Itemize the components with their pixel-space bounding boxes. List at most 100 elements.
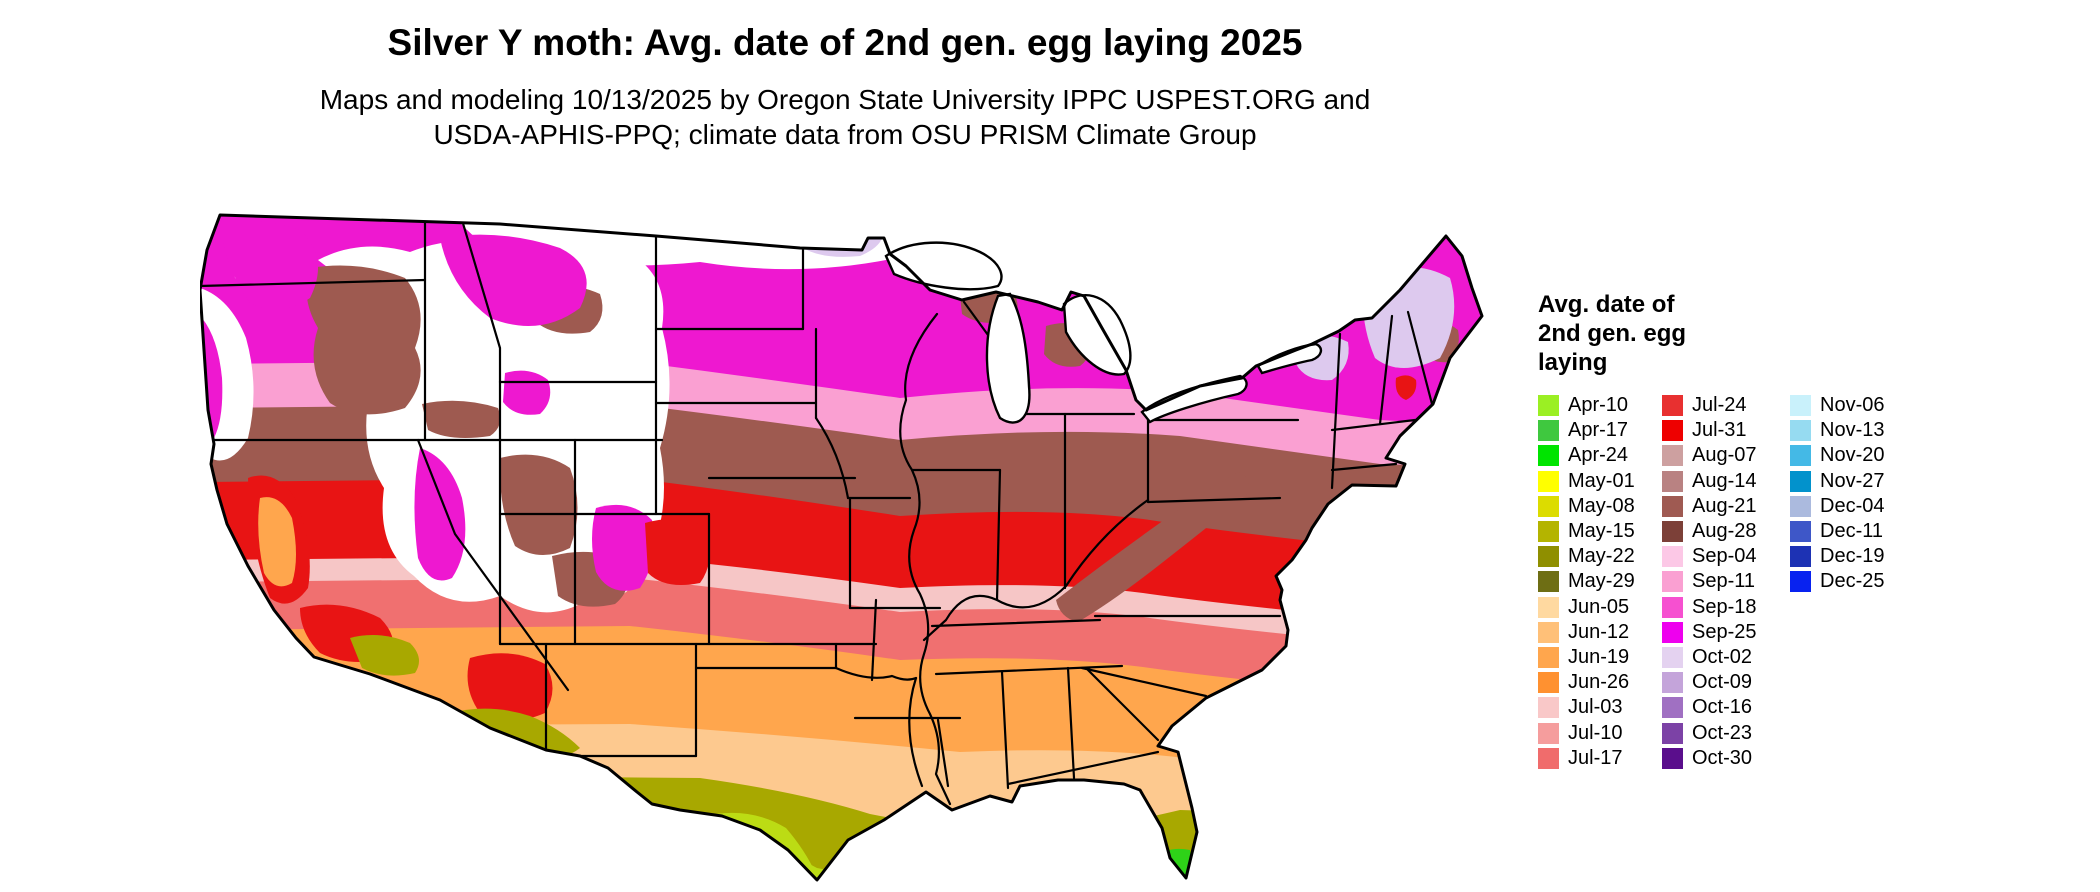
sierra-magenta	[414, 448, 466, 581]
lake-michigan	[985, 292, 1031, 424]
legend-entry: Nov-27	[1790, 469, 1884, 494]
us-map	[200, 168, 1490, 884]
map-subtitle: Maps and modeling 10/13/2025 by Oregon S…	[0, 82, 1690, 152]
legend-entry-label: Dec-25	[1820, 570, 1885, 593]
legend-swatch	[1662, 596, 1683, 618]
legend-entry: Dec-11	[1790, 519, 1884, 544]
legend-swatch	[1662, 420, 1683, 442]
legend-entry-label: Aug-14	[1692, 469, 1757, 492]
legend-swatch	[1662, 470, 1683, 492]
legend-entry-label: Sep-04	[1692, 545, 1757, 568]
legend-swatch	[1790, 495, 1811, 517]
legend-entry: Oct-30	[1662, 746, 1757, 771]
legend-entry-label: Nov-20	[1820, 444, 1885, 467]
legend-entry-label: Jun-05	[1568, 595, 1630, 618]
legend-swatch	[1662, 621, 1683, 643]
legend-swatch	[1662, 521, 1683, 543]
legend-swatch	[1662, 747, 1683, 769]
ca-valley-orange-core	[258, 497, 296, 587]
legend-swatch	[1538, 697, 1559, 719]
legend-swatch	[1538, 420, 1559, 442]
legend-entry: Jun-26	[1538, 670, 1635, 695]
legend-entry: Apr-10	[1538, 393, 1635, 418]
legend-swatch	[1538, 571, 1559, 593]
legend-swatch	[1662, 672, 1683, 694]
legend-entry-label: May-15	[1568, 520, 1635, 543]
nm-plains-red	[645, 519, 711, 586]
legend-entry-label: Jun-26	[1568, 671, 1630, 694]
legend-entry-label: Apr-10	[1568, 394, 1629, 417]
legend-title-line-1: Avg. date of	[1538, 291, 1675, 318]
state-borders	[200, 215, 1434, 806]
legend-entry: Oct-02	[1662, 645, 1757, 670]
legend-entry-label: Jul-10	[1568, 721, 1623, 744]
legend-entry-label: Jul-17	[1568, 746, 1623, 769]
legend-entry-label: Aug-28	[1692, 520, 1757, 543]
page-title: Silver Y moth: Avg. date of 2nd gen. egg…	[387, 22, 1303, 63]
legend-entry: Oct-23	[1662, 720, 1757, 745]
legend-swatch	[1538, 596, 1559, 618]
legend-swatch	[1662, 571, 1683, 593]
legend-entry: Sep-18	[1662, 595, 1757, 620]
legend-entry: May-22	[1538, 544, 1635, 569]
legend-entry-label: May-08	[1568, 494, 1635, 517]
legend-entry: Aug-14	[1662, 469, 1757, 494]
subtitle-line-2: USDA-APHIS-PPQ; climate data from OSU PR…	[433, 119, 1257, 150]
legend-entry-label: Dec-19	[1820, 545, 1885, 568]
legend-swatch	[1538, 395, 1559, 417]
legend-entry-label: Sep-25	[1692, 620, 1757, 643]
id-brown-patch	[422, 400, 501, 438]
yellowstone-magenta	[503, 370, 551, 415]
legend-column-2: Jul-24 Jul-31 Aug-07 Aug-14 Aug-21 Aug-28 Sep-…	[1662, 393, 1757, 771]
us-outline	[200, 213, 1484, 882]
legend-swatch	[1662, 395, 1683, 417]
legend-swatch	[1538, 646, 1559, 668]
legend-entry: Jul-10	[1538, 720, 1635, 745]
legend-swatch	[1662, 445, 1683, 467]
legend-swatch	[1538, 470, 1559, 492]
legend-entry: Jul-17	[1538, 746, 1635, 771]
ewa-brown-patch	[306, 265, 421, 415]
legend-entry-label: Jul-31	[1692, 419, 1747, 442]
legend-swatch	[1790, 546, 1811, 568]
lake-huron	[1062, 294, 1132, 376]
legend-entry: Sep-11	[1662, 569, 1757, 594]
legend-swatch	[1662, 697, 1683, 719]
legend-column-3: Nov-06 Nov-13 Nov-20 Nov-27 Dec-04 Dec-11 Dec-…	[1790, 393, 1884, 595]
legend-swatch	[1662, 495, 1683, 517]
map-color-regions	[200, 215, 1482, 880]
legend-entry-label: Apr-17	[1568, 419, 1629, 442]
lake-erie	[1140, 374, 1248, 424]
legend-entry: Jun-12	[1538, 620, 1635, 645]
legend-entry: May-01	[1538, 469, 1635, 494]
legend-entry: Sep-04	[1662, 544, 1757, 569]
legend-entry-label: Dec-04	[1820, 494, 1885, 517]
legend-entry: Dec-19	[1790, 544, 1884, 569]
nh-red-spot	[1395, 375, 1417, 400]
legend-entry: Aug-07	[1662, 443, 1757, 468]
legend-title-line-2: 2nd gen. egg	[1538, 320, 1687, 347]
legend-entry-label: Dec-11	[1820, 520, 1883, 543]
legend-entry-label: Sep-18	[1692, 595, 1757, 618]
legend-entry: Sep-25	[1662, 620, 1757, 645]
legend-entry-label: Jun-12	[1568, 620, 1630, 643]
co-rockies-magenta	[592, 504, 655, 591]
legend-entry: May-08	[1538, 494, 1635, 519]
us-map-svg	[200, 213, 1484, 882]
great-lakes	[884, 241, 1323, 424]
legend-entry: Oct-09	[1662, 670, 1757, 695]
legend-swatch	[1538, 722, 1559, 744]
legend-swatch	[1538, 521, 1559, 543]
legend-swatch	[1662, 546, 1683, 568]
legend-entry: Nov-06	[1790, 393, 1884, 418]
legend-entry: Jul-03	[1538, 695, 1635, 720]
legend-entry-label: Apr-24	[1568, 444, 1629, 467]
legend-swatch	[1662, 722, 1683, 744]
lake-superior	[884, 241, 1003, 291]
legend-entry-label: Aug-07	[1692, 444, 1757, 467]
legend-entry: Nov-20	[1790, 443, 1884, 468]
legend-entry: Oct-16	[1662, 695, 1757, 720]
mojave-olive	[350, 634, 419, 676]
legend-entry: Dec-25	[1790, 569, 1884, 594]
legend-entry: Jun-19	[1538, 645, 1635, 670]
